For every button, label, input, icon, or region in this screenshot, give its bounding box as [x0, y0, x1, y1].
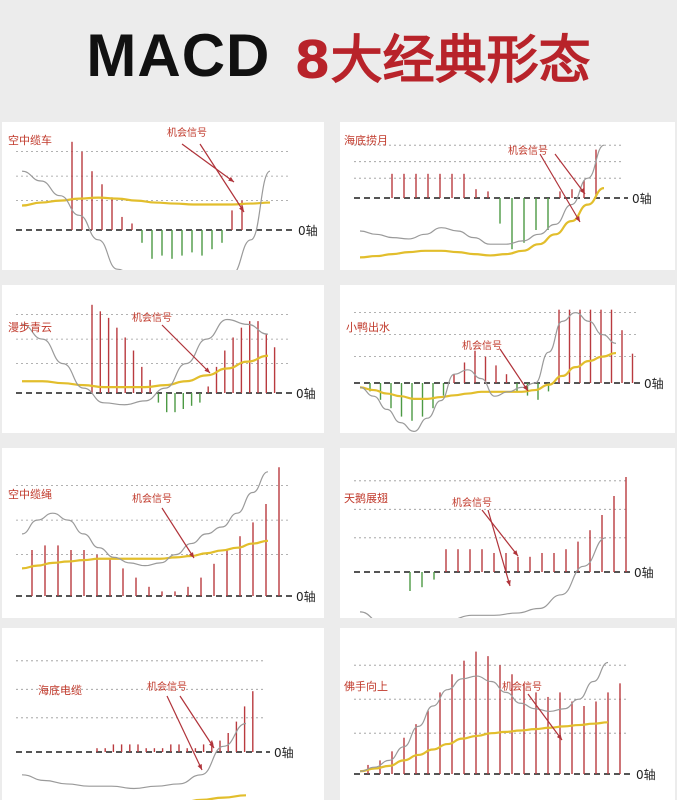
macd-pattern-panel: 海底电缆 机会信号 0轴 — [2, 628, 324, 800]
dif-line — [21, 722, 247, 790]
dif-line — [359, 311, 617, 433]
pattern-name: 空中缆车 — [8, 133, 52, 147]
dif-line — [359, 661, 609, 772]
macd-pattern-panel: 佛手向上 机会信号 0轴 — [340, 628, 675, 800]
dea-line — [359, 351, 617, 400]
dif-line — [359, 537, 607, 618]
zero-axis-label: 0轴 — [636, 767, 656, 782]
signal-arrowhead — [579, 188, 585, 194]
macd-pattern-panel: 小鸭出水机会信号 0轴 — [340, 285, 675, 433]
signal-arrow — [199, 143, 245, 213]
signal-arrow — [161, 507, 195, 559]
macd-pattern-panel: 海底捞月机会信号 0轴 — [340, 122, 675, 270]
signal-arrowhead — [189, 552, 194, 558]
dif-line — [21, 471, 269, 567]
signal-arrow — [161, 324, 211, 374]
dif-line — [21, 170, 271, 270]
macd-pattern-panel: 空中缆绳 机会信号 0轴 — [2, 448, 324, 618]
signal-label: 机会信号 — [502, 680, 542, 693]
signal-arrow — [499, 348, 529, 392]
pattern-name: 海底捞月 — [344, 133, 388, 147]
dea-line — [21, 196, 271, 207]
macd-chart: 海底电缆 机会信号 0轴 — [16, 660, 294, 800]
macd-chart: 佛手向上 机会信号 0轴 — [344, 651, 656, 782]
signal-arrowhead — [512, 550, 518, 556]
zero-axis-label: 0轴 — [644, 376, 664, 391]
signal-label: 机会信号 — [167, 126, 207, 139]
signal-arrow — [539, 153, 581, 223]
macd-chart: 天鹅展翅 机会信号 0轴 — [344, 477, 654, 618]
dea-line — [359, 721, 609, 773]
macd-pattern-panel: 天鹅展翅 机会信号 0轴 — [340, 448, 675, 618]
zero-axis-label: 0轴 — [634, 565, 654, 580]
signal-arrow — [487, 509, 511, 587]
zero-axis-label: 0轴 — [298, 223, 318, 238]
signal-arrowhead — [228, 176, 234, 182]
signal-arrow — [481, 509, 519, 557]
macd-chart: 空中缆车 机会信号 0轴 — [8, 126, 318, 270]
pattern-name: 漫步青云 — [8, 320, 52, 334]
dea-line — [359, 187, 605, 259]
signal-label: 机会信号 — [508, 144, 548, 157]
pattern-name: 天鹅展翅 — [344, 491, 388, 505]
page-title: MACD 8大经典形态 — [0, 0, 677, 110]
dif-line — [359, 144, 605, 245]
signal-arrowhead — [239, 206, 244, 212]
signal-arrowhead — [204, 367, 210, 373]
signal-arrowhead — [556, 734, 562, 740]
dea-line — [22, 354, 269, 389]
signal-arrow — [554, 153, 586, 195]
signal-arrow — [179, 695, 215, 749]
title-macd: MACD — [86, 21, 271, 89]
dea-line — [21, 539, 269, 570]
signal-arrow — [527, 693, 563, 741]
zero-axis-label: 0轴 — [274, 745, 294, 760]
pattern-name: 空中缆绳 — [8, 487, 52, 501]
pattern-name: 海底电缆 — [38, 683, 82, 697]
zero-axis-label: 0轴 — [632, 191, 652, 206]
title-eight-patterns: 8大经典形态 — [294, 30, 591, 91]
macd-chart: 漫步青云 机会信号 0轴 — [8, 304, 316, 413]
pattern-name: 佛手向上 — [344, 679, 388, 693]
signal-arrow — [181, 143, 235, 183]
macd-pattern-panel: 空中缆车 机会信号 0轴 — [2, 122, 324, 270]
macd-chart: 空中缆绳 机会信号 0轴 — [8, 467, 316, 604]
zero-axis-label: 0轴 — [296, 386, 316, 401]
signal-arrowhead — [522, 385, 528, 391]
pattern-name: 小鸭出水 — [346, 320, 390, 334]
signal-label: 机会信号 — [452, 496, 492, 509]
signal-label: 机会信号 — [462, 339, 502, 352]
signal-label: 机会信号 — [147, 680, 187, 693]
signal-arrow — [166, 695, 203, 771]
signal-arrowhead — [506, 580, 511, 586]
signal-arrowhead — [197, 764, 202, 770]
dif-line — [21, 318, 269, 406]
signal-label: 机会信号 — [132, 492, 172, 505]
dea-line — [191, 794, 247, 800]
signal-arrowhead — [209, 742, 214, 748]
macd-pattern-panel: 漫步青云 机会信号 0轴 — [2, 285, 324, 433]
zero-axis-label: 0轴 — [296, 589, 316, 604]
signal-arrowhead — [575, 216, 580, 222]
signal-label: 机会信号 — [132, 311, 172, 324]
